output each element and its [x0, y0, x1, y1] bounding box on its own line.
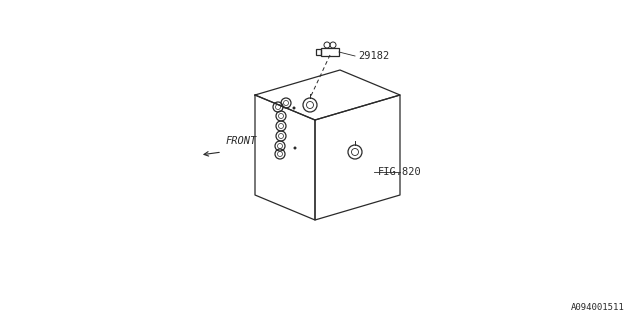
- Bar: [321, 48, 339, 56]
- Text: FRONT: FRONT: [226, 136, 257, 146]
- Bar: [316, 49, 321, 55]
- Text: 29182: 29182: [358, 51, 389, 61]
- Circle shape: [294, 147, 296, 149]
- Circle shape: [292, 107, 296, 109]
- Text: A094001511: A094001511: [572, 303, 625, 312]
- Text: FIG.820: FIG.820: [378, 167, 422, 177]
